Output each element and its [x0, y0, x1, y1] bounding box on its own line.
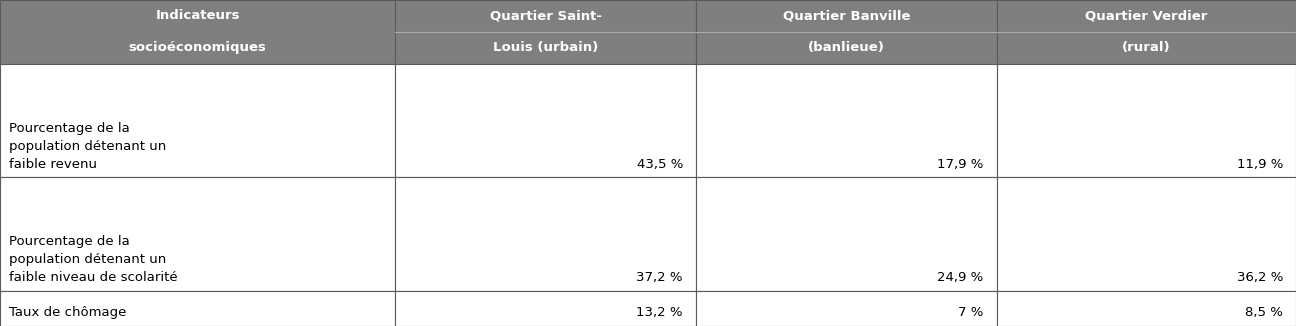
- Text: socioéconomiques: socioéconomiques: [128, 41, 267, 54]
- Bar: [997, 0, 1296, 64]
- Bar: [395, 0, 696, 64]
- Text: (rural): (rural): [1122, 41, 1170, 54]
- Bar: [0, 177, 395, 290]
- Text: 36,2 %: 36,2 %: [1236, 271, 1283, 284]
- Text: 43,5 %: 43,5 %: [636, 158, 683, 170]
- Text: Taux de chômage: Taux de chômage: [9, 306, 127, 319]
- Text: Quartier Saint-: Quartier Saint-: [490, 9, 601, 22]
- Bar: [395, 64, 696, 177]
- Text: Quartier Verdier: Quartier Verdier: [1085, 9, 1208, 22]
- Text: Quartier Banville: Quartier Banville: [783, 9, 910, 22]
- Bar: [696, 290, 997, 326]
- Text: Pourcentage de la
population détenant un
faible niveau de scolarité: Pourcentage de la population détenant un…: [9, 235, 178, 284]
- Bar: [0, 64, 395, 177]
- Bar: [997, 177, 1296, 290]
- Text: 7 %: 7 %: [958, 306, 984, 319]
- Bar: [395, 177, 696, 290]
- Text: 24,9 %: 24,9 %: [937, 271, 984, 284]
- Bar: [997, 290, 1296, 326]
- Bar: [0, 290, 395, 326]
- Bar: [997, 64, 1296, 177]
- Text: 37,2 %: 37,2 %: [636, 271, 683, 284]
- Text: Indicateurs: Indicateurs: [156, 9, 240, 22]
- Bar: [696, 0, 997, 64]
- Bar: [0, 0, 395, 64]
- Text: 8,5 %: 8,5 %: [1245, 306, 1283, 319]
- Bar: [696, 64, 997, 177]
- Text: (banlieue): (banlieue): [807, 41, 885, 54]
- Text: 13,2 %: 13,2 %: [636, 306, 683, 319]
- Bar: [395, 290, 696, 326]
- Text: 17,9 %: 17,9 %: [937, 158, 984, 170]
- Text: Louis (urbain): Louis (urbain): [492, 41, 599, 54]
- Text: 11,9 %: 11,9 %: [1236, 158, 1283, 170]
- Bar: [696, 177, 997, 290]
- Text: Pourcentage de la
population détenant un
faible revenu: Pourcentage de la population détenant un…: [9, 122, 166, 170]
